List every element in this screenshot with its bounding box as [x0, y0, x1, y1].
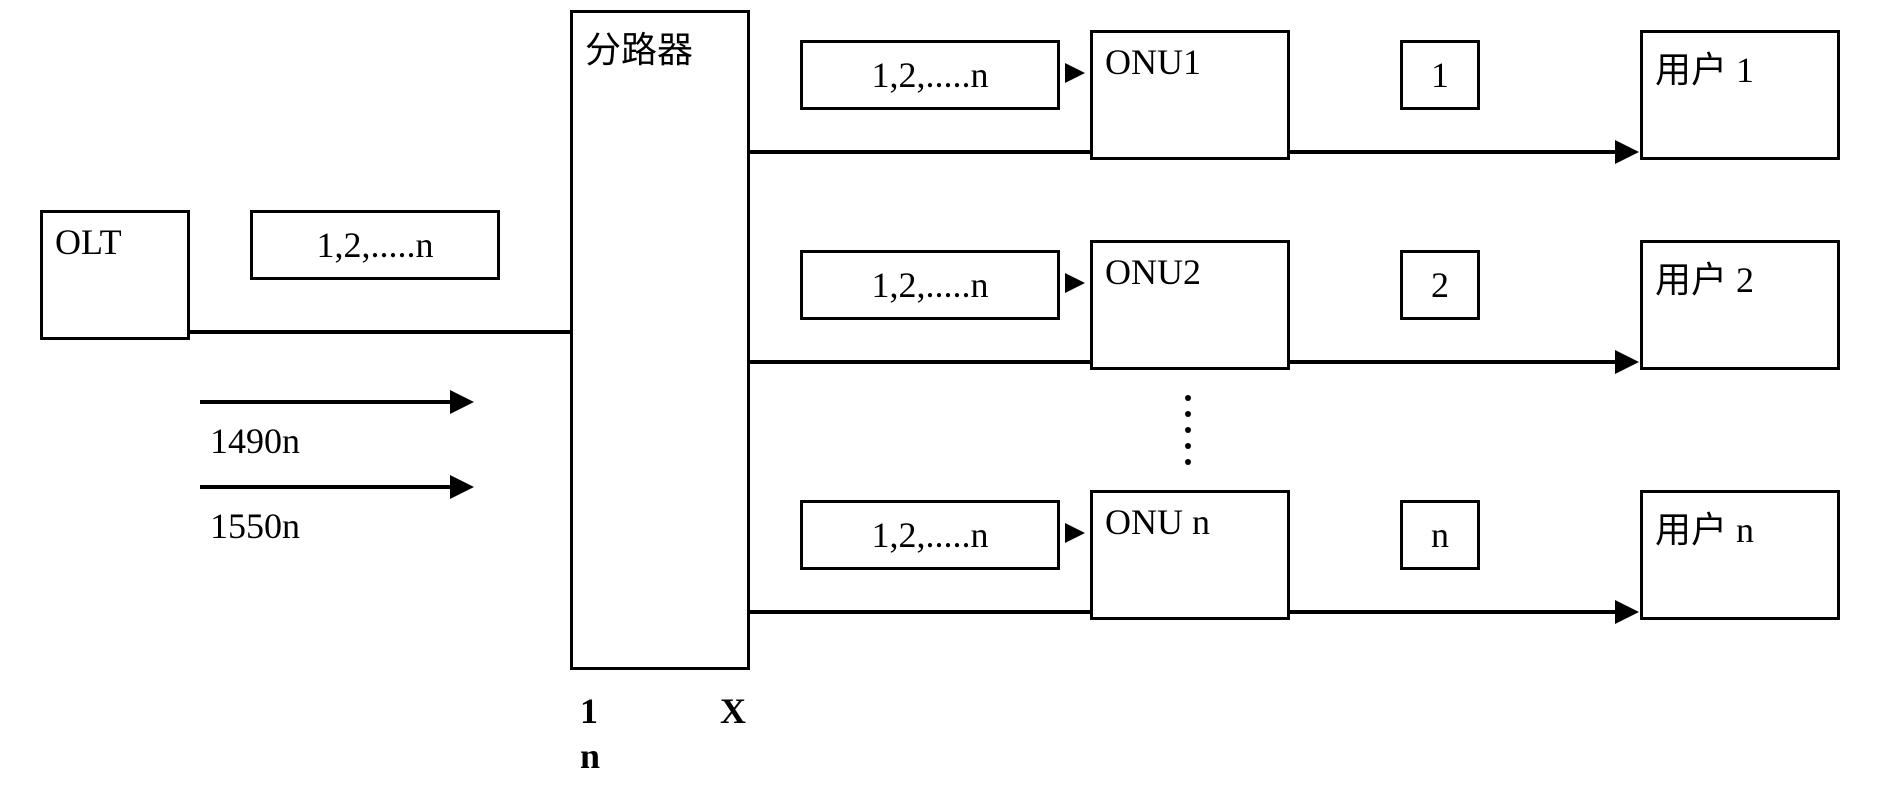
wave2-label: 1550n: [210, 505, 300, 547]
onun-label: ONU n: [1105, 501, 1210, 543]
onu2-user-line: [1290, 360, 1620, 364]
onun-user-arrow: [1615, 600, 1639, 624]
branch1-stream-arrow: [1065, 63, 1085, 83]
branch2-line: [750, 360, 1090, 364]
user1-box: 用户 1: [1640, 30, 1840, 160]
slotn-label: n: [1431, 514, 1449, 556]
olt-label: OLT: [55, 221, 122, 263]
olt-splitter-line: [190, 330, 570, 334]
branchn-line: [750, 610, 1090, 614]
user2-label: 用户 2: [1655, 251, 1754, 303]
splitter-bottom-x: X: [720, 690, 746, 732]
usern-box: 用户 n: [1640, 490, 1840, 620]
branchn-stream-label: 1,2,.....n: [872, 514, 989, 556]
branch2-stream-box: 1,2,.....n: [800, 250, 1060, 320]
onun-box: ONU n: [1090, 490, 1290, 620]
slotn-box: n: [1400, 500, 1480, 570]
onu1-user-arrow: [1615, 140, 1639, 164]
user2-box: 用户 2: [1640, 240, 1840, 370]
branch2-stream-label: 1,2,.....n: [872, 264, 989, 306]
wave1-label: 1490n: [210, 420, 300, 462]
slot1-box: 1: [1400, 40, 1480, 110]
user1-label: 用户 1: [1655, 41, 1754, 93]
onu1-box: ONU1: [1090, 30, 1290, 160]
splitter-bottom-1: 1: [580, 690, 598, 732]
onun-user-line: [1290, 610, 1620, 614]
olt-stream-box: 1,2,.....n: [250, 210, 500, 280]
branch1-stream-box: 1,2,.....n: [800, 40, 1060, 110]
slot2-box: 2: [1400, 250, 1480, 320]
branch1-line: [750, 150, 1090, 154]
onu2-label: ONU2: [1105, 251, 1201, 293]
onu2-user-arrow: [1615, 350, 1639, 374]
branch2-stream-arrow: [1065, 273, 1085, 293]
splitter-bottom-n: n: [580, 735, 600, 777]
splitter-box: 分路器: [570, 10, 750, 670]
branch1-stream-label: 1,2,.....n: [872, 54, 989, 96]
branchn-stream-arrow: [1065, 523, 1085, 543]
branchn-stream-box: 1,2,.....n: [800, 500, 1060, 570]
splitter-label: 分路器: [585, 21, 693, 73]
wave1-arrow-head: [450, 390, 474, 414]
vertical-dots: [1185, 395, 1191, 465]
usern-label: 用户 n: [1655, 501, 1754, 553]
slot2-label: 2: [1431, 264, 1449, 306]
wave1-arrow-line: [200, 400, 450, 404]
wave2-arrow-head: [450, 475, 474, 499]
olt-stream-label: 1,2,.....n: [317, 224, 434, 266]
onu2-box: ONU2: [1090, 240, 1290, 370]
onu1-user-line: [1290, 150, 1620, 154]
olt-box: OLT: [40, 210, 190, 340]
wave2-arrow-line: [200, 485, 450, 489]
slot1-label: 1: [1431, 54, 1449, 96]
onu1-label: ONU1: [1105, 41, 1201, 83]
